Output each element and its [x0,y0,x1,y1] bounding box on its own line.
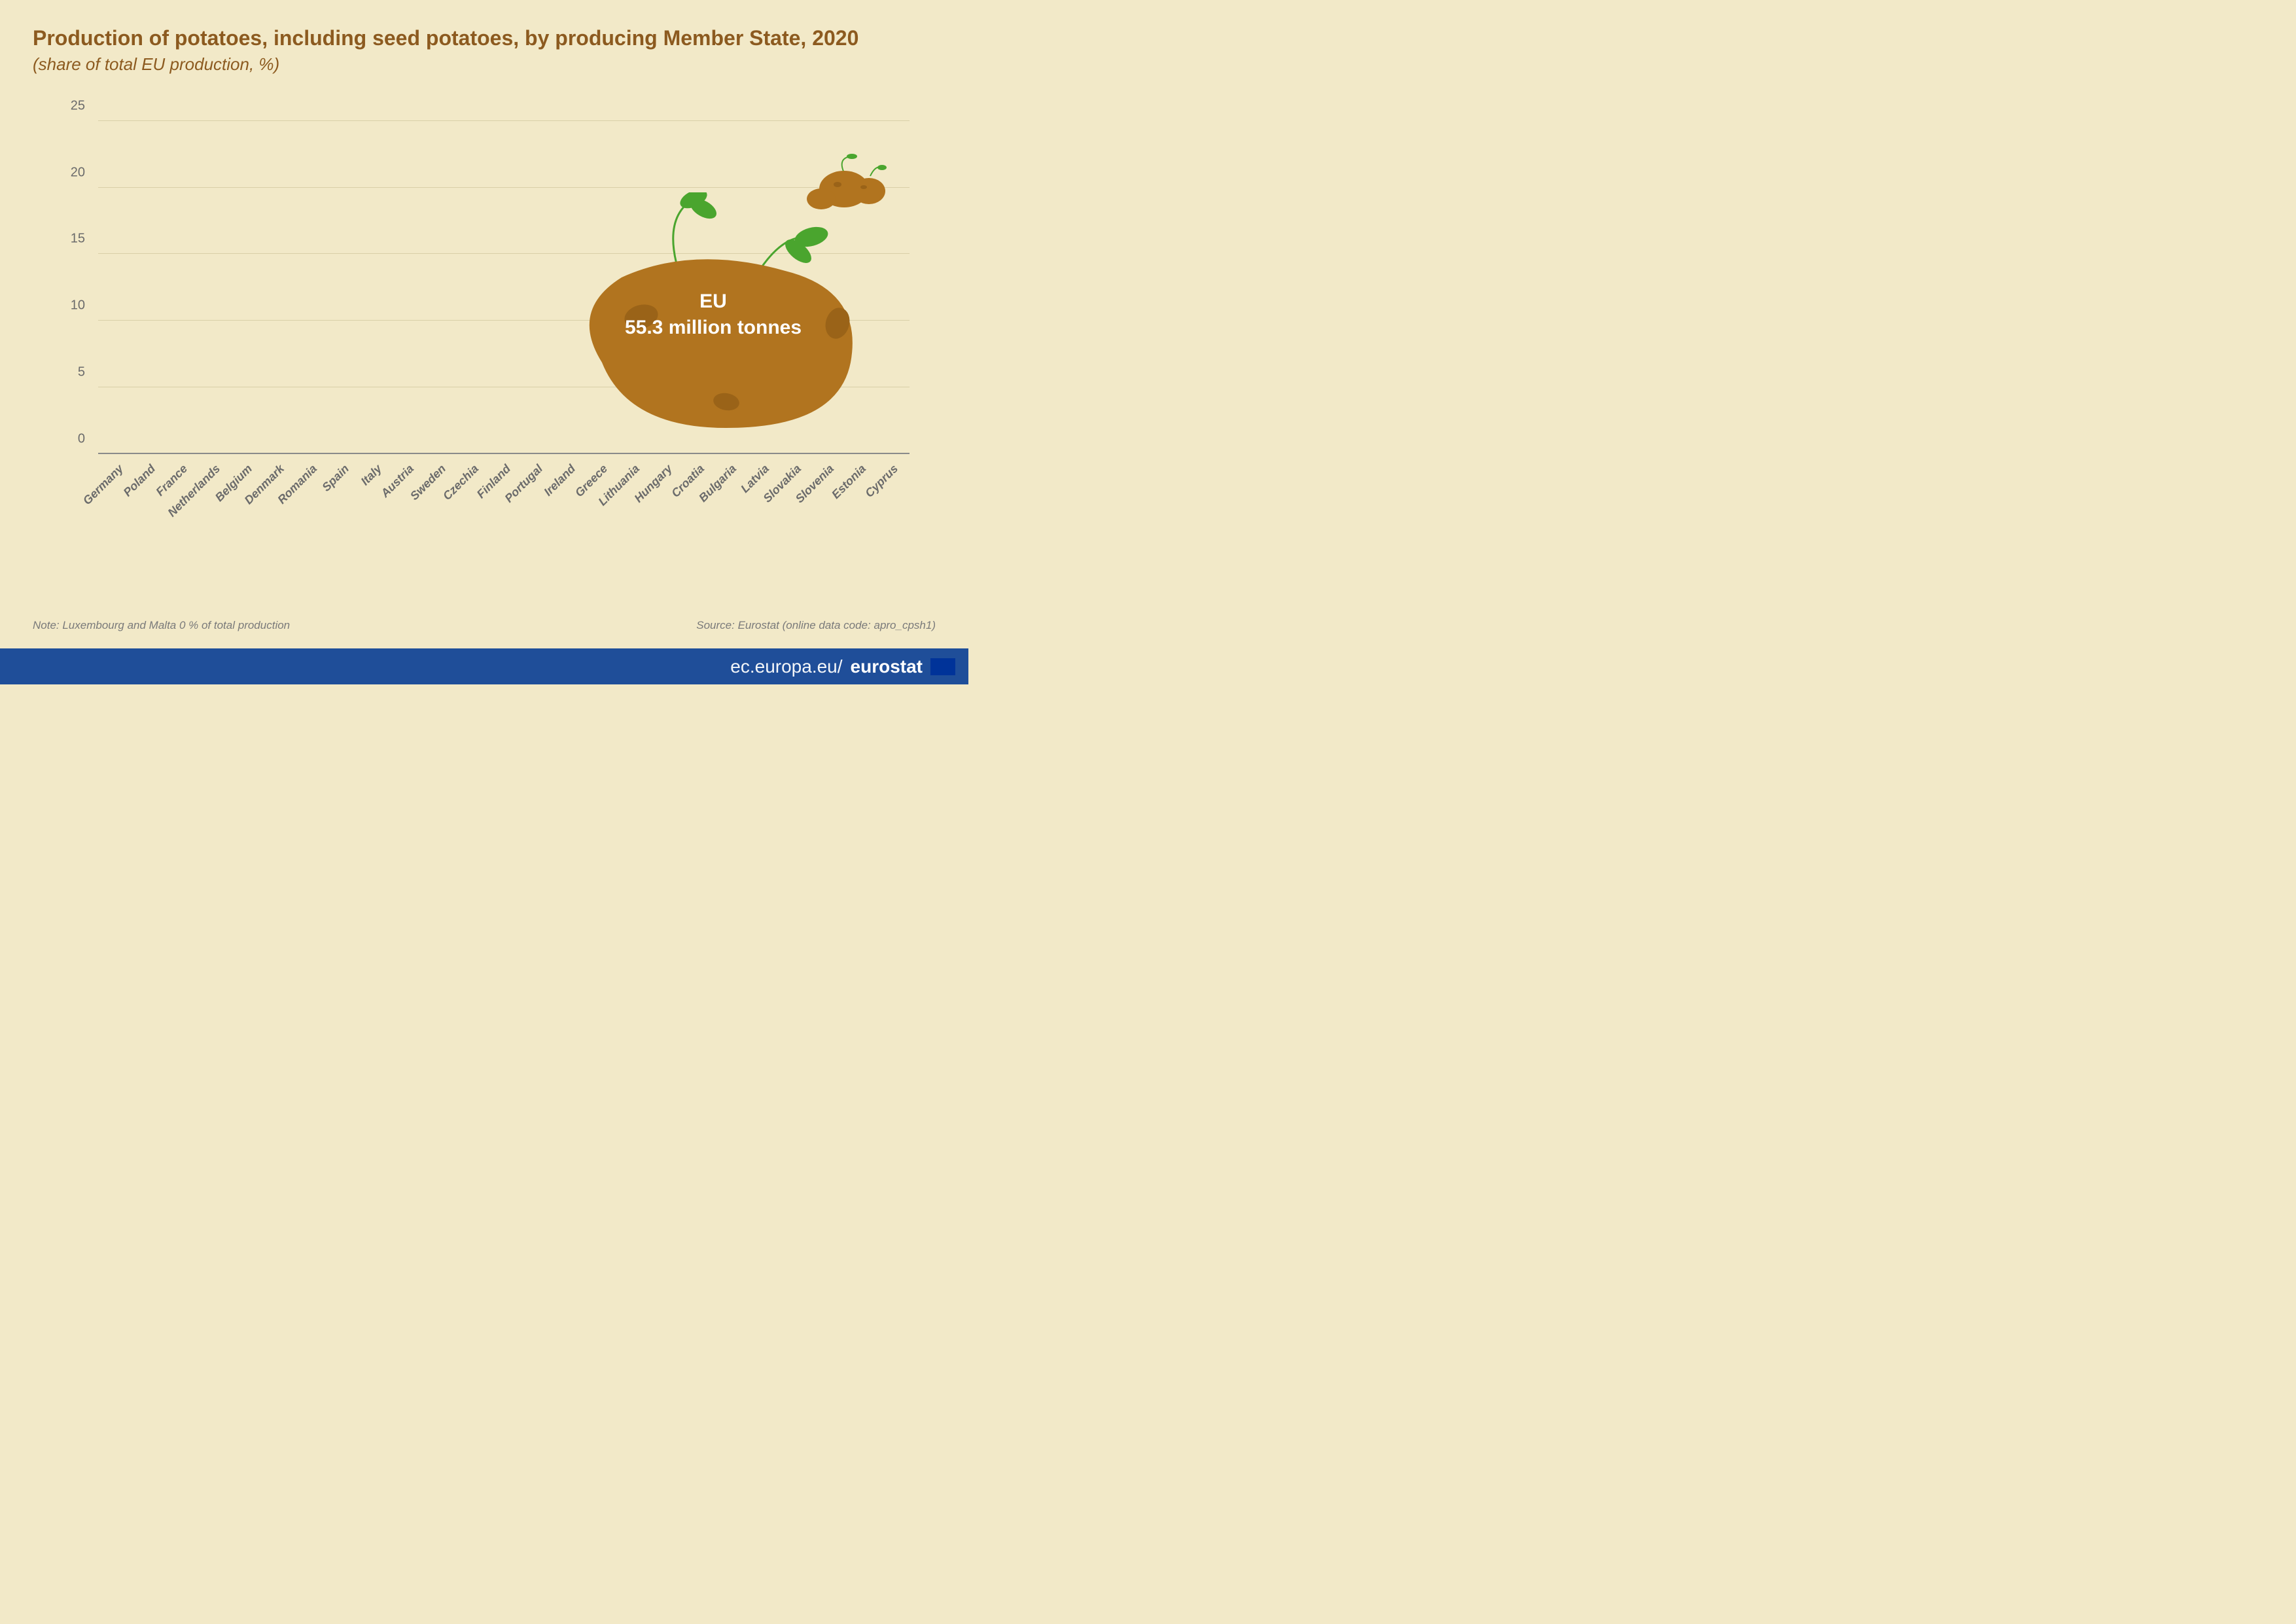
footer-url-bold: eurostat [851,656,923,677]
potato-pile-icon [798,153,890,219]
footnote: Note: Luxembourg and Malta 0 % of total … [33,619,290,632]
source-text: Source: Eurostat (online data code: apro… [696,619,936,632]
y-tick-label: 10 [71,298,85,313]
gridline [98,187,910,188]
chart-area: 0510152025 GermanyPolandFranceNetherland… [52,94,936,552]
y-axis: 0 5 10 15 20 25 [52,94,92,454]
y-tick-label: 15 [71,232,85,247]
eu-flag-icon: ⁕ [930,658,955,675]
bar-label: Poland [121,462,158,499]
footer-bar: ec.europa.eu/eurostat ⁕ [0,648,968,684]
y-tick-label: 20 [71,165,85,180]
y-tick-label: 25 [71,98,85,113]
bar-label: Cyprus [862,462,901,501]
bar-label: Italy [358,462,384,488]
bar-label: Estonia [829,462,869,502]
bar-label: Spain [320,462,353,495]
footer-url-light: ec.europa.eu/ [730,656,842,677]
callout-line1: EU [582,291,844,313]
chart-title: Production of potatoes, including seed p… [33,26,936,50]
chart-subtitle: (share of total EU production, %) [33,54,936,75]
callout-text: EU 55.3 million tonnes [582,291,844,339]
y-tick-label: 0 [78,432,85,447]
gridline [98,120,910,121]
y-tick-label: 5 [78,365,85,380]
bar-label: Czechia [440,462,482,503]
callout-line2: 55.3 million tonnes [582,317,844,339]
bar-label: Ireland [541,462,578,499]
bar-label: Germany [80,462,126,508]
bar-label: Sweden [408,462,449,503]
